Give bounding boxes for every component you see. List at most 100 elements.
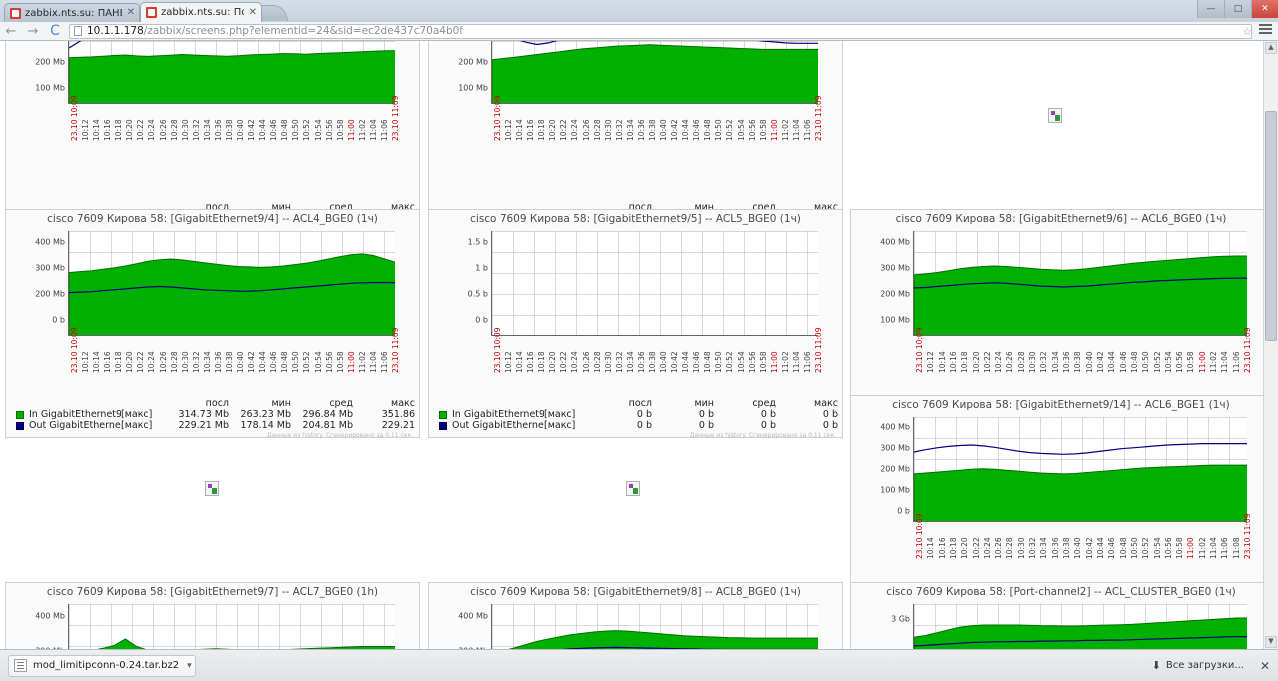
x-axis-tick-label: 10:46 (269, 351, 279, 373)
legend-header-avg: сред (752, 398, 776, 409)
forward-icon[interactable]: → (27, 23, 39, 39)
minimize-button[interactable]: — (1197, 0, 1224, 18)
maximize-button[interactable]: □ (1224, 0, 1251, 18)
x-axis-tick-label: 11:02 (1209, 351, 1219, 373)
legend-header-max: макс (814, 202, 838, 213)
close-icon[interactable]: ✕ (248, 6, 257, 18)
x-axis-tick-label: 10:42 (247, 119, 257, 141)
series-area-in (69, 50, 395, 103)
x-axis-tick-label: 10:28 (169, 351, 179, 373)
x-axis-tick-label: 10:52 (302, 119, 312, 141)
broken-image-placeholder-2 (205, 481, 219, 496)
back-icon[interactable]: ← (5, 23, 17, 39)
browser-tab-1[interactable]: zabbix.nts.su: ПАНЕЛЬ ✕ (4, 3, 140, 22)
graph-title: cisco 7609 Кирова 58: [GigabitEthernet9/… (46, 586, 379, 598)
x-axis-tick-label: 10:54 (736, 119, 746, 141)
graph-canvas (913, 417, 1247, 522)
x-axis-tick-label: 11:04 (1209, 537, 1219, 559)
x-axis-tick-label: 10:52 (302, 351, 312, 373)
series-area-in (492, 44, 818, 103)
x-axis-tick-label: 10:28 (1005, 537, 1015, 559)
graph-panel-acl4[interactable]: cisco 7609 Кирова 58: [GigabitEthernet9/… (5, 209, 420, 439)
legend-header-max: макс (814, 398, 838, 409)
x-axis-tick-label: 10:22 (971, 537, 981, 559)
browser-tab-2-title: zabbix.nts.su: Пользователи (161, 7, 244, 18)
series-line-out (519, 41, 818, 46)
y-axis-tick-label: 400 Mb (35, 237, 65, 247)
legend-header-min: мин (694, 202, 714, 213)
graph-footer-note: Данные из history. Сгенерировано за 0.11… (266, 432, 413, 439)
x-axis-tick-label: 11:00 (1197, 351, 1207, 373)
legend-value-max: 0 b (822, 420, 838, 431)
window-close-button[interactable]: ✕ (1251, 0, 1278, 18)
x-axis-tick-label: 10:58 (1175, 537, 1185, 559)
show-all-downloads-link[interactable]: Все загрузки... (1165, 660, 1244, 671)
bookmark-star-icon[interactable]: ☆ (1242, 25, 1252, 38)
x-axis-tick-label: 10:22 (982, 351, 992, 373)
x-axis-tick-label: 10:32 (1028, 537, 1038, 559)
legend-header-min: мин (271, 202, 291, 213)
x-axis-tick-label: 10:54 (1152, 537, 1162, 559)
series-area-in (914, 255, 1247, 335)
x-axis-tick-label: 10:20 (971, 351, 981, 373)
x-axis-tick-label: 11:02 (357, 351, 367, 373)
x-axis-tick-label: 10:58 (758, 119, 768, 141)
x-axis-ticks: 23.10 10:09 10:14 10:16 10:18 10:20 10:22 10:2… (913, 514, 1252, 565)
legend-header-min: мин (694, 398, 714, 409)
legend-header-min: мин (271, 398, 291, 409)
graph-title: cisco 7609 Кирова 58: [GigabitEthernet9/… (470, 213, 801, 225)
downloads-bar-close-icon[interactable]: ✕ (1259, 658, 1270, 673)
x-axis-tick-label: 10:48 (280, 119, 290, 141)
graph-canvas (68, 231, 395, 336)
x-axis-tick-label: 10:16 (103, 351, 113, 373)
graph-series-svg (492, 231, 818, 336)
address-bar[interactable]: 10.1.1.178/zabbix/screens.php?elementid=… (69, 23, 1252, 39)
scroll-up-icon[interactable]: ▲ (1265, 42, 1277, 54)
graph-panel-acl5[interactable]: cisco 7609 Кирова 58: [GigabitEthernet9/… (428, 209, 843, 439)
y-axis-tick-label: 300 Mb (35, 263, 65, 273)
x-axis-tick-label: 10:18 (960, 351, 970, 373)
graph-title: cisco 7609 Кирова 58: [Port-channel2] --… (886, 586, 1236, 598)
legend-header-last: посл (205, 398, 229, 409)
legend-value-max: 351.86 (381, 409, 415, 420)
legend-value-min: 0 b (698, 409, 714, 420)
x-axis-tick-label: 11:06 (1231, 351, 1241, 373)
page-scrollbar[interactable]: ▲ ▼ (1263, 41, 1278, 649)
x-axis-tick-label: 10:22 (559, 351, 569, 373)
x-axis-tick-label: 10:24 (147, 119, 157, 141)
menu-icon[interactable] (1259, 24, 1272, 35)
x-axis-tick-label: 23.10 10:09 (915, 513, 924, 559)
x-axis-tick-label: 11:00 (1186, 537, 1196, 559)
window-controls: — □ ✕ (1197, 0, 1278, 18)
new-tab-button[interactable] (257, 5, 289, 21)
x-axis-tick-label: 10:58 (335, 119, 345, 141)
download-item[interactable]: mod_limitipconn-0.24.tar.bz2 ▾ (8, 654, 196, 677)
x-axis-tick-label: 11:02 (357, 119, 367, 141)
legend-header-row: посл мин сред макс (429, 398, 842, 409)
x-axis-tick-label: 10:16 (937, 537, 947, 559)
zabbix-screens-content: cisco 7609 Кирова 58: [GigabitEthernet9/… (0, 41, 1278, 649)
graph-panel-acl8[interactable]: cisco 7609 Кирова 58: [GigabitEthernet9/… (428, 582, 843, 649)
x-axis-tick-label: 23.10 11:09 (391, 95, 400, 141)
legend-series-name: In GigabitEthernet9/5 ACL5_BGE0 (452, 409, 544, 420)
graph-panel-acl7[interactable]: cisco 7609 Кирова 58: [GigabitEthernet9/… (5, 582, 420, 649)
browser-tab-2[interactable]: zabbix.nts.su: Пользователи ✕ (140, 2, 262, 22)
chevron-down-icon[interactable]: ▾ (187, 660, 192, 671)
y-axis-tick-label: 300 Mb (880, 263, 910, 273)
graph-panel-cluster[interactable]: cisco 7609 Кирова 58: [Port-channel2] --… (850, 582, 1272, 649)
reload-icon[interactable]: C (50, 23, 60, 39)
scroll-down-icon[interactable]: ▼ (1265, 636, 1277, 648)
x-axis-tick-label: 10:40 (1073, 537, 1083, 559)
x-axis-tick-label: 10:30 (603, 351, 613, 373)
scrollbar-thumb[interactable] (1265, 111, 1277, 341)
downloads-bar: mod_limitipconn-0.24.tar.bz2 ▾ ⬇ Все заг… (0, 649, 1278, 681)
url-host: 10.1.1.178 (87, 25, 144, 37)
x-axis-tick-label: 10:14 (92, 119, 102, 141)
y-axis-tick-label: 300 Mb (458, 647, 488, 649)
page-info-icon (74, 26, 82, 36)
close-icon[interactable]: ✕ (126, 7, 135, 18)
x-axis-ticks: 23.10 10:09 10:12 10:14 10:16 10:18 10:20 10:2… (491, 96, 823, 147)
x-axis-tick-label: 10:12 (504, 119, 514, 141)
legend-color-swatch (439, 421, 447, 430)
